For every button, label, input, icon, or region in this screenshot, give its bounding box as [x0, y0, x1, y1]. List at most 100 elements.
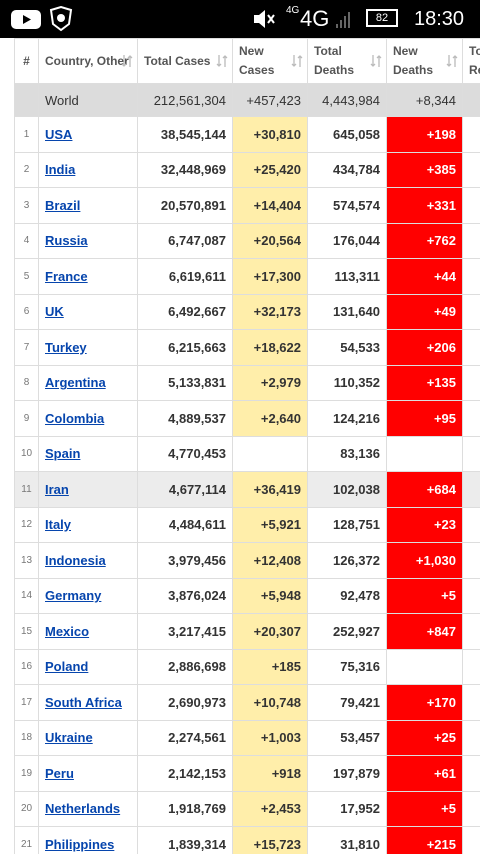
cell: +61: [386, 755, 463, 792]
cell: [462, 613, 480, 650]
country-link[interactable]: Turkey: [45, 339, 87, 355]
column-header[interactable]: Country, Other: [38, 38, 138, 84]
country-link[interactable]: Iran: [45, 481, 69, 497]
rank-cell: 1: [14, 116, 39, 153]
status-bar: 4G 4G 82 18:30: [0, 0, 480, 38]
cell: [386, 435, 463, 472]
cell: 2,886,698: [137, 648, 233, 685]
cell: [462, 83, 480, 117]
rank-cell: 10: [14, 435, 39, 472]
cell: 75,316: [307, 648, 387, 685]
rank-cell: 4: [14, 222, 39, 259]
country-row: 14 Germany 3,876,024 +5,948 92,478 +5: [14, 577, 480, 614]
country-link[interactable]: Italy: [45, 517, 72, 533]
column-header[interactable]: New Deaths: [386, 38, 463, 84]
country-link[interactable]: Philippines: [45, 836, 115, 852]
cell: 197,879: [307, 755, 387, 792]
cell: +918: [232, 755, 308, 792]
cell: 4,770,453: [137, 435, 233, 472]
cell: +762: [386, 222, 463, 259]
cell: +170: [386, 684, 463, 721]
cell: Spain: [38, 435, 138, 472]
cell: [462, 755, 480, 792]
rank-cell: [14, 83, 39, 117]
rank-cell: 6: [14, 293, 39, 330]
country-link[interactable]: Spain: [45, 446, 81, 462]
cell: France: [38, 258, 138, 295]
cell: 128,751: [307, 506, 387, 543]
country-link[interactable]: Russia: [45, 233, 88, 249]
cell: +684: [386, 471, 463, 508]
cell: 4,443,984: [307, 83, 387, 117]
rank-cell: 7: [14, 329, 39, 366]
sort-icon: [370, 55, 382, 67]
battery-level: 82: [375, 12, 389, 24]
cell: [462, 151, 480, 188]
rank-cell: 11: [14, 471, 39, 508]
column-header[interactable]: New Cases: [232, 38, 308, 84]
column-header[interactable]: Total Deaths: [307, 38, 387, 84]
country-row: 4 Russia 6,747,087 +20,564 176,044 +762: [14, 222, 480, 259]
country-row: 17 South Africa 2,690,973 +10,748 79,421 +170: [14, 684, 480, 721]
header-label: Country, Other: [45, 53, 129, 68]
cell: 17,952: [307, 790, 387, 827]
rank-cell: 19: [14, 755, 39, 792]
cell: Russia: [38, 222, 138, 259]
country-row: 10 Spain 4,770,453 83,136: [14, 435, 480, 472]
cell: 6,215,663: [137, 329, 233, 366]
cell: +385: [386, 151, 463, 188]
country-link[interactable]: South Africa: [45, 694, 122, 710]
country-link[interactable]: USA: [45, 126, 73, 142]
cell: 6,619,611: [137, 258, 233, 295]
cell: [462, 400, 480, 437]
cell: +2,640: [232, 400, 308, 437]
cell: [232, 435, 308, 472]
cell: [462, 187, 480, 224]
cell: +95: [386, 400, 463, 437]
rank-cell: 14: [14, 577, 39, 614]
cell: +30,810: [232, 116, 308, 153]
cell: 3,876,024: [137, 577, 233, 614]
cell: 102,038: [307, 471, 387, 508]
cell: USA: [38, 116, 138, 153]
country-link[interactable]: Indonesia: [45, 552, 106, 568]
clock: 18:30: [414, 8, 465, 30]
country-link[interactable]: Ukraine: [45, 730, 93, 746]
column-header[interactable]: Total Cases: [137, 38, 233, 84]
cell: +206: [386, 329, 463, 366]
cell: [462, 719, 480, 756]
cell: Indonesia: [38, 542, 138, 579]
column-header[interactable]: #: [14, 38, 39, 84]
country-link[interactable]: France: [45, 268, 88, 284]
cell: 79,421: [307, 684, 387, 721]
cell: 53,457: [307, 719, 387, 756]
cell: 83,136: [307, 435, 387, 472]
country-link[interactable]: Brazil: [45, 197, 81, 213]
header-label: New Cases: [239, 44, 275, 77]
country-row: 3 Brazil 20,570,891 +14,404 574,574 +331: [14, 187, 480, 224]
country-link[interactable]: Mexico: [45, 623, 90, 639]
cell: +5,948: [232, 577, 308, 614]
country-link[interactable]: Argentina: [45, 375, 106, 391]
cell: +15,723: [232, 826, 308, 854]
country-row: 1 USA 38,545,144 +30,810 645,058 +198: [14, 116, 480, 153]
country-link[interactable]: Peru: [45, 765, 74, 781]
country-link[interactable]: UK: [45, 304, 64, 320]
cell: 2,274,561: [137, 719, 233, 756]
country-link[interactable]: Colombia: [45, 410, 105, 426]
rank-cell: 2: [14, 151, 39, 188]
cell: +36,419: [232, 471, 308, 508]
country-link[interactable]: Poland: [45, 659, 89, 675]
rank-cell: 17: [14, 684, 39, 721]
cell: Iran: [38, 471, 138, 508]
country-link[interactable]: Netherlands: [45, 801, 121, 817]
country-link[interactable]: Germany: [45, 588, 102, 604]
cell: [462, 648, 480, 685]
column-header[interactable]: To Re: [462, 38, 480, 84]
cell: +215: [386, 826, 463, 854]
cell: +12,408: [232, 542, 308, 579]
cell: [462, 542, 480, 579]
country-link[interactable]: India: [45, 162, 76, 178]
world-row: World 212,561,304 +457,423 4,443,984 +8,344: [14, 83, 480, 117]
rank-cell: 5: [14, 258, 39, 295]
